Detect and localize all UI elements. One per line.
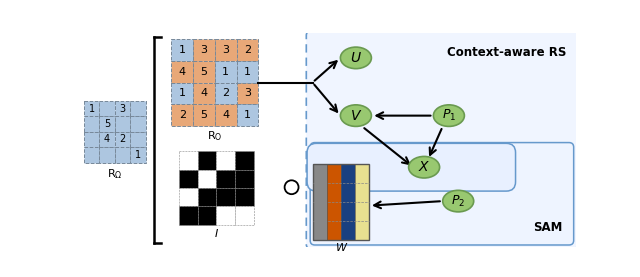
Bar — [179, 151, 198, 170]
Text: I: I — [215, 229, 218, 239]
Text: 5: 5 — [200, 110, 207, 120]
Text: 4: 4 — [104, 135, 110, 145]
Bar — [84, 147, 99, 163]
FancyBboxPatch shape — [307, 143, 516, 191]
Bar — [216, 170, 235, 188]
Bar — [172, 39, 193, 61]
Bar — [237, 61, 259, 83]
Text: 2: 2 — [244, 45, 251, 55]
Bar — [115, 147, 131, 163]
Bar — [131, 101, 146, 116]
Bar — [179, 206, 198, 225]
Bar — [215, 104, 237, 126]
Bar — [198, 188, 216, 206]
Text: 4: 4 — [222, 110, 229, 120]
Text: 1: 1 — [135, 150, 141, 160]
Bar — [198, 206, 216, 225]
Circle shape — [285, 180, 298, 194]
Bar — [198, 170, 216, 188]
Text: $P_{1}$: $P_{1}$ — [442, 108, 456, 123]
Ellipse shape — [443, 190, 474, 212]
Text: 3: 3 — [200, 45, 207, 55]
Text: $\rm R_{\Omega}$: $\rm R_{\Omega}$ — [107, 167, 123, 181]
Bar — [237, 104, 259, 126]
Bar — [355, 164, 369, 240]
Text: 3: 3 — [244, 88, 251, 98]
Bar — [84, 101, 99, 116]
Ellipse shape — [408, 157, 440, 178]
Bar — [131, 116, 146, 132]
Bar — [215, 83, 237, 104]
Text: 2: 2 — [222, 88, 229, 98]
Bar — [215, 61, 237, 83]
Bar — [235, 170, 253, 188]
Bar — [216, 151, 235, 170]
Bar — [172, 83, 193, 104]
Bar — [216, 206, 235, 225]
Ellipse shape — [340, 47, 371, 69]
Text: 1: 1 — [88, 104, 95, 114]
Text: 5: 5 — [200, 67, 207, 77]
Bar — [115, 101, 131, 116]
Bar — [216, 188, 235, 206]
Text: 1: 1 — [222, 67, 229, 77]
Bar — [131, 147, 146, 163]
Text: 1: 1 — [179, 88, 186, 98]
Bar — [313, 164, 369, 240]
Text: 3: 3 — [222, 45, 229, 55]
Bar — [115, 116, 131, 132]
Bar — [172, 61, 193, 83]
Bar — [99, 101, 115, 116]
Bar — [198, 151, 216, 170]
Bar — [237, 83, 259, 104]
Text: 4: 4 — [179, 67, 186, 77]
Bar — [115, 132, 131, 147]
Text: 2: 2 — [179, 110, 186, 120]
Ellipse shape — [433, 105, 465, 126]
Text: SAM: SAM — [534, 221, 563, 234]
Bar — [235, 151, 253, 170]
Bar — [215, 39, 237, 61]
FancyBboxPatch shape — [307, 31, 577, 249]
Text: $\mathit{U}$: $\mathit{U}$ — [350, 51, 362, 65]
FancyBboxPatch shape — [310, 143, 573, 245]
Bar — [237, 39, 259, 61]
Bar — [193, 83, 215, 104]
Bar — [131, 132, 146, 147]
Text: 5: 5 — [104, 119, 110, 129]
Bar — [84, 132, 99, 147]
Text: 4: 4 — [200, 88, 207, 98]
Bar — [235, 188, 253, 206]
Bar — [84, 116, 99, 132]
Bar — [172, 104, 193, 126]
Text: $\mathit{V}$: $\mathit{V}$ — [349, 109, 362, 123]
Bar — [99, 147, 115, 163]
Text: $\mathit{X}$: $\mathit{X}$ — [418, 160, 430, 174]
Text: $P_{2}$: $P_{2}$ — [451, 194, 465, 209]
Bar — [193, 39, 215, 61]
Ellipse shape — [340, 105, 371, 126]
Bar — [99, 116, 115, 132]
Bar — [99, 132, 115, 147]
Bar — [179, 170, 198, 188]
Text: 3: 3 — [120, 104, 125, 114]
Text: 1: 1 — [179, 45, 186, 55]
Bar — [327, 164, 341, 240]
Bar — [341, 164, 355, 240]
Bar — [313, 164, 327, 240]
Text: $\rm R_O$: $\rm R_O$ — [207, 129, 223, 143]
Text: 2: 2 — [120, 135, 125, 145]
Bar — [193, 104, 215, 126]
Text: 1: 1 — [244, 110, 251, 120]
Bar — [179, 188, 198, 206]
Text: Context-aware RS: Context-aware RS — [447, 46, 566, 59]
Bar — [193, 61, 215, 83]
Bar — [235, 206, 253, 225]
Text: 1: 1 — [244, 67, 251, 77]
Text: W: W — [335, 243, 347, 253]
